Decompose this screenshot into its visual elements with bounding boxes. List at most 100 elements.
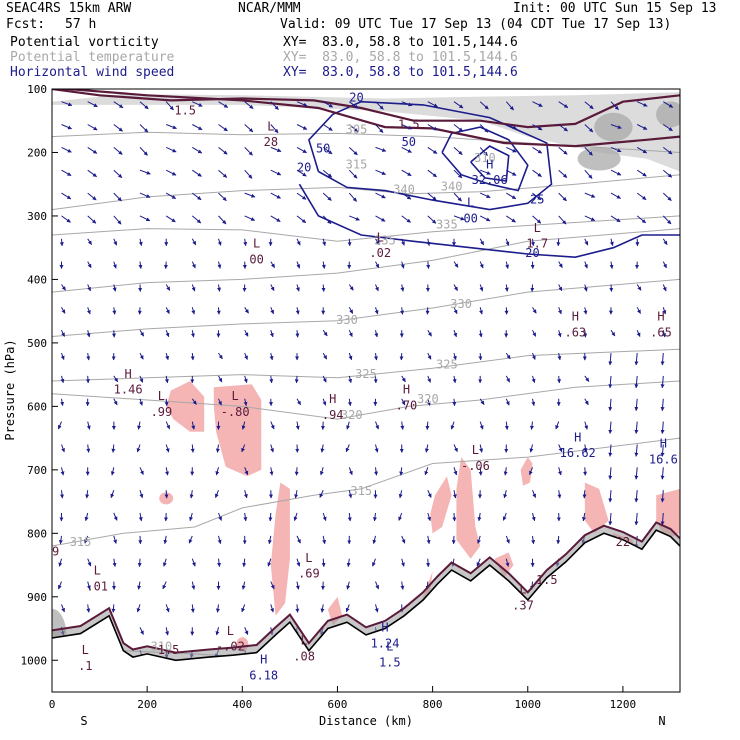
wind-vector xyxy=(111,444,116,453)
theta-contour xyxy=(52,174,680,211)
wind-vector xyxy=(506,124,517,130)
wind-vector xyxy=(608,398,613,412)
wind-vector xyxy=(244,192,256,198)
wind-vector xyxy=(320,604,325,613)
wind-vector xyxy=(608,444,613,457)
wind-vector xyxy=(452,375,457,384)
ground-fill xyxy=(52,530,680,692)
wind-vector xyxy=(634,375,639,389)
wind-vector xyxy=(398,490,403,499)
negative-pv-region xyxy=(270,482,290,616)
wind-vector xyxy=(401,101,413,107)
wind-vector xyxy=(583,307,588,315)
wind-vector xyxy=(531,512,536,522)
wind-vector xyxy=(139,192,151,198)
wind-vector xyxy=(165,169,177,176)
wind-vector xyxy=(113,215,122,225)
wind-vector xyxy=(584,238,589,246)
wind-vector xyxy=(165,101,174,111)
wind-vector xyxy=(61,307,66,314)
wind-vector xyxy=(348,284,354,291)
extremum-mark: L xyxy=(267,119,274,133)
y-tick-label: 400 xyxy=(27,273,47,286)
wind-vector xyxy=(584,192,596,198)
wind-vector xyxy=(164,490,169,499)
wind-vector xyxy=(453,124,464,132)
wind-vector xyxy=(584,375,590,382)
wind-vector xyxy=(453,284,458,291)
wind-vector xyxy=(608,375,613,389)
wind-vector xyxy=(609,284,614,292)
wind-speed-contour xyxy=(298,183,680,259)
wind-vector xyxy=(61,329,65,337)
wind-vector xyxy=(584,261,588,269)
wind-vector xyxy=(269,375,274,384)
wind-speed-label: 50 xyxy=(402,135,416,149)
wind-vector xyxy=(190,604,195,613)
wind-vector xyxy=(479,147,488,156)
wind-vector xyxy=(479,307,483,315)
wind-vector xyxy=(375,581,380,590)
wind-vector xyxy=(558,215,567,225)
fcst-value: 57 h xyxy=(65,17,97,32)
extremum-mark: L xyxy=(472,443,479,457)
wind-vector xyxy=(217,284,222,292)
wind-vector xyxy=(270,146,282,153)
wind-vector xyxy=(293,512,298,521)
wind-vector xyxy=(87,124,98,131)
wind-vector xyxy=(296,398,302,406)
org-label: NCAR/MMM xyxy=(238,1,301,16)
wind-vector xyxy=(610,215,621,223)
wind-vector xyxy=(401,535,406,544)
wind-vector xyxy=(138,512,143,522)
wind-vector xyxy=(506,192,517,200)
field-name-wind: Horizontal wind speed xyxy=(10,65,175,80)
wind-vector xyxy=(57,421,62,430)
wind-vector xyxy=(400,284,405,292)
pv-label: 1.5 xyxy=(158,643,180,657)
wind-vector xyxy=(241,604,246,613)
wind-vector xyxy=(322,101,334,108)
wind-vector xyxy=(242,558,247,568)
wind-vector xyxy=(530,238,535,247)
wind-vector xyxy=(374,444,379,453)
wind-vector xyxy=(374,330,379,338)
theta-contour xyxy=(52,380,680,420)
wind-vector xyxy=(244,169,253,179)
wind-vector xyxy=(270,101,279,110)
wind-vector xyxy=(218,101,229,108)
wind-vector xyxy=(322,329,328,337)
wind-vector xyxy=(164,398,169,407)
wind-vector xyxy=(479,444,484,453)
wind-vector xyxy=(215,627,220,636)
extremum-mark: L xyxy=(301,633,308,647)
wind-vector xyxy=(113,147,123,155)
extremum-value: 1.24 xyxy=(371,637,400,651)
wind-vector xyxy=(346,558,351,567)
wind-vector xyxy=(375,238,380,246)
wind-vector xyxy=(634,353,639,366)
wind-vector xyxy=(322,398,327,406)
wind-vector xyxy=(267,535,272,545)
extremum-mark: L xyxy=(377,230,384,244)
extremum-mark: L xyxy=(519,583,526,597)
wind-vector xyxy=(531,352,536,360)
field-name-theta: Potential temperature xyxy=(10,50,175,65)
wind-vector xyxy=(244,627,249,635)
plot-frame xyxy=(51,88,681,693)
grey-shade-core xyxy=(577,147,621,171)
wind-vector xyxy=(112,261,117,269)
wind-vector xyxy=(401,124,413,130)
wind-vector xyxy=(556,535,561,545)
wind-vector xyxy=(348,169,358,179)
wind-vector xyxy=(139,101,149,110)
extremum-mark: H xyxy=(381,621,388,635)
extremum-value: 22 xyxy=(616,535,630,549)
wind-vector xyxy=(218,147,228,155)
wind-vector xyxy=(241,581,246,590)
wind-vector xyxy=(427,375,431,383)
wind-vector xyxy=(662,284,667,292)
wind-vector xyxy=(660,490,665,503)
wind-vector xyxy=(139,627,144,635)
wind-vector xyxy=(610,101,619,111)
